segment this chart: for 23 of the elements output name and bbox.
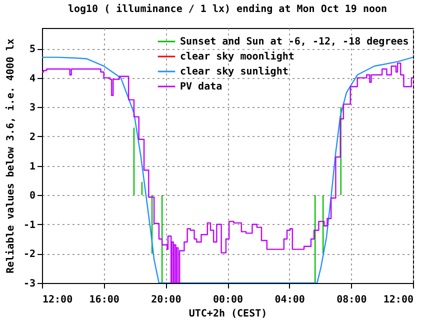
y-axis-title: Reliable values below 3.6, i.e. 4000 lx bbox=[4, 38, 16, 274]
x-tick-label: 00:00 bbox=[212, 294, 244, 306]
legend-label: PV data bbox=[180, 82, 222, 92]
x-axis-title: UTC+2h (CEST) bbox=[188, 308, 268, 320]
x-tick-label: 04:00 bbox=[274, 294, 305, 306]
x-tick-label: 20:00 bbox=[151, 294, 182, 306]
y-tick-label: 5 bbox=[29, 44, 36, 56]
x-tick-label: 08:00 bbox=[336, 294, 367, 306]
x-tick-label: 12:00 bbox=[42, 294, 73, 306]
y-tick-label: 3 bbox=[29, 102, 36, 114]
y-tick-label: -1 bbox=[23, 220, 36, 231]
y-tick-label: 2 bbox=[29, 132, 36, 143]
chart-title: log10 ( illuminance / 1 lx) ending at Mon Oct 19 noon bbox=[68, 3, 388, 15]
legend-label: clear sky moonlight bbox=[180, 50, 294, 62]
y-tick-label: 1 bbox=[29, 161, 36, 172]
y-tick-label: 4 bbox=[29, 73, 36, 84]
y-tick-label: -3 bbox=[23, 278, 36, 290]
x-tick-label: 16:00 bbox=[89, 294, 120, 306]
legend-label: clear sky sunlight bbox=[180, 66, 288, 78]
y-tick-label: -2 bbox=[23, 249, 36, 260]
x-tick-label: 12:00 bbox=[383, 294, 414, 306]
legend-label: Sunset and Sun at -6, -12, -18 degrees bbox=[180, 36, 409, 48]
y-tick-label: 0 bbox=[29, 190, 36, 202]
